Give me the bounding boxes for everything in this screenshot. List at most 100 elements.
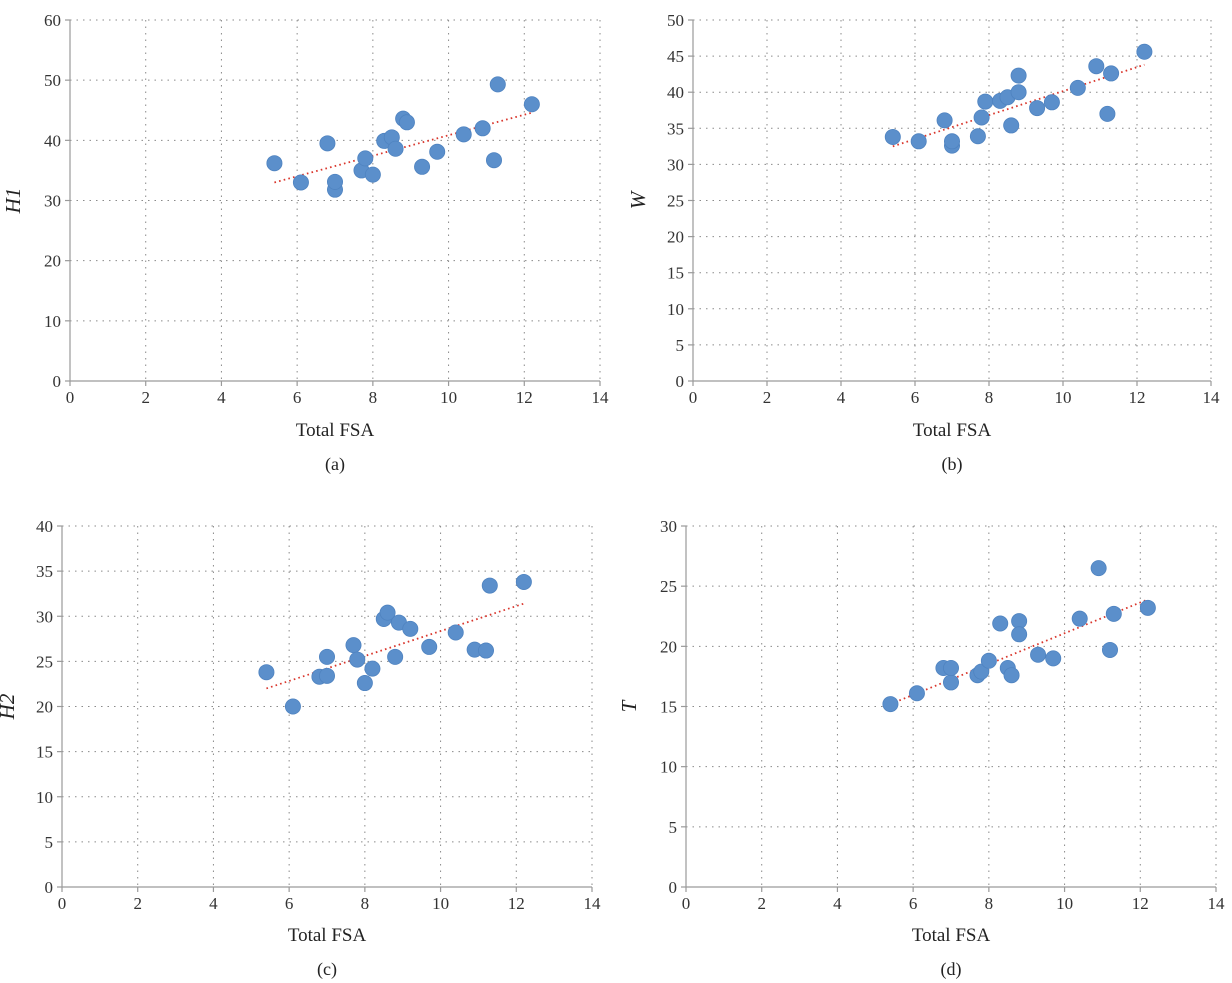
panel-b-x-tick-label: 8 bbox=[985, 388, 994, 407]
panel-d-x-tick-label: 12 bbox=[1132, 894, 1149, 913]
panel-a-x-axis-label: Total FSA bbox=[296, 420, 375, 441]
panel-a-x-tick-label: 8 bbox=[369, 388, 378, 407]
panel-d-data-point bbox=[980, 652, 997, 669]
panel-b-y-tick-label: 30 bbox=[667, 155, 684, 174]
panel-a-y-tick-label: 10 bbox=[44, 312, 61, 331]
panel-b-data-point bbox=[944, 133, 961, 150]
panel-b-data-point bbox=[969, 128, 986, 145]
panel-b-data-point bbox=[1010, 84, 1027, 101]
panel-a-x-tick-label: 0 bbox=[66, 388, 75, 407]
panel-d-data-point bbox=[992, 615, 1009, 632]
panel-c-data-point bbox=[402, 620, 419, 637]
panel-d-x-tick-label: 8 bbox=[985, 894, 994, 913]
panel-a-y-tick-label: 40 bbox=[44, 131, 61, 150]
panel-d-x-tick-label: 14 bbox=[1208, 894, 1226, 913]
panel-d-x-tick-label: 2 bbox=[757, 894, 766, 913]
panel-b-x-tick-label: 6 bbox=[911, 388, 920, 407]
panel-b-y-tick-label: 15 bbox=[667, 264, 684, 283]
panel-a-data-point bbox=[455, 126, 472, 143]
panel-b-y-tick-label: 40 bbox=[667, 83, 684, 102]
panel-a-caption: (a) bbox=[325, 454, 345, 475]
panel-a-data-point bbox=[398, 114, 415, 131]
panel-d-data-point bbox=[1102, 641, 1119, 658]
panel-d-y-tick-label: 5 bbox=[669, 818, 678, 837]
panel-a-data-point bbox=[364, 166, 381, 183]
panel-c-x-tick-label: 0 bbox=[58, 894, 67, 913]
panel-c-data-point bbox=[284, 698, 301, 715]
panel-a-data-point bbox=[429, 143, 446, 160]
panel-a-x-tick-label: 6 bbox=[293, 388, 302, 407]
panel-d-x-tick-label: 10 bbox=[1056, 894, 1073, 913]
panel-b-data-point bbox=[910, 133, 927, 150]
panel-d-y-tick-label: 20 bbox=[660, 637, 677, 656]
panel-d-data-point bbox=[943, 674, 960, 691]
panel-c-x-tick-label: 2 bbox=[133, 894, 142, 913]
panel-b-y-tick-label: 35 bbox=[667, 119, 684, 138]
panel-c-data-point bbox=[345, 637, 362, 654]
panel-d-data-point bbox=[1105, 605, 1122, 622]
panel-b-x-tick-label: 14 bbox=[1203, 388, 1221, 407]
panel-b-data-point bbox=[1003, 117, 1020, 134]
panel-b-data-point bbox=[1103, 65, 1120, 82]
panel-c-y-tick-label: 20 bbox=[36, 698, 53, 717]
panel-d-data-point bbox=[1090, 560, 1107, 577]
panel-b-y-tick-label: 45 bbox=[667, 47, 684, 66]
panel-d-data-point bbox=[908, 685, 925, 702]
panel-b-data-point bbox=[973, 109, 990, 126]
panel-a-x-tick-label: 10 bbox=[440, 388, 457, 407]
panel-b-data-point bbox=[1088, 58, 1105, 75]
panel-d-data-point bbox=[1045, 650, 1062, 667]
panel-c-data-point bbox=[447, 624, 464, 641]
panel-c-data-point bbox=[421, 638, 438, 655]
panel-b-y-tick-label: 0 bbox=[676, 372, 685, 391]
panel-c-data-point bbox=[379, 604, 396, 621]
panel-b-data-point bbox=[1010, 67, 1027, 84]
panel-c-x-axis-label: Total FSA bbox=[288, 925, 367, 946]
panel-c-caption: (c) bbox=[317, 959, 337, 980]
panel-b-data-point bbox=[936, 112, 953, 129]
panel-d-y-tick-label: 10 bbox=[660, 758, 677, 777]
panel-a-data-point bbox=[489, 76, 506, 93]
panel-a-data-point bbox=[326, 173, 343, 190]
panel-d-y-tick-label: 0 bbox=[669, 878, 678, 897]
panel-d-x-tick-label: 4 bbox=[833, 894, 842, 913]
panel-c-y-tick-label: 15 bbox=[36, 743, 53, 762]
panel-c-data-point bbox=[387, 648, 404, 665]
panel-b-data-point bbox=[1136, 43, 1153, 60]
panel-c-trendline bbox=[266, 602, 525, 690]
panel-c-data-point bbox=[364, 660, 381, 677]
panel-b-y-tick-label: 5 bbox=[676, 336, 685, 355]
panel-b-data-point bbox=[1069, 79, 1086, 96]
panel-c-y-axis-label: H2 bbox=[0, 693, 19, 720]
panel-b-x-tick-label: 12 bbox=[1129, 388, 1146, 407]
panel-a-data-point bbox=[523, 96, 540, 113]
panel-d-data-point bbox=[1139, 599, 1156, 616]
panel-c-y-tick-label: 0 bbox=[45, 878, 54, 897]
panel-b-caption: (b) bbox=[942, 454, 963, 475]
panel-a-y-tick-label: 30 bbox=[44, 192, 61, 211]
panel-c-x-tick-label: 14 bbox=[584, 894, 602, 913]
panel-b-y-axis-label: W bbox=[626, 189, 650, 209]
panel-d-data-point bbox=[882, 696, 899, 713]
panel-a-y-tick-label: 50 bbox=[44, 71, 61, 90]
panel-c-y-tick-label: 25 bbox=[36, 652, 53, 671]
panel-c-data-point bbox=[481, 577, 498, 594]
panel-d-x-axis-label: Total FSA bbox=[912, 925, 991, 946]
panel-b-x-tick-label: 2 bbox=[763, 388, 772, 407]
panel-c-x-tick-label: 8 bbox=[361, 894, 370, 913]
panel-a-y-tick-label: 20 bbox=[44, 252, 61, 271]
panel-b-y-tick-label: 25 bbox=[667, 192, 684, 211]
panel-b-y-tick-label: 50 bbox=[667, 11, 684, 30]
panel-c-x-tick-label: 10 bbox=[432, 894, 449, 913]
panel-c-data-point bbox=[318, 667, 335, 684]
panel-a-y-tick-label: 60 bbox=[44, 11, 61, 30]
panel-a-x-tick-label: 14 bbox=[592, 388, 610, 407]
panel-c-y-tick-label: 30 bbox=[36, 607, 53, 626]
panel-a-data-point bbox=[292, 174, 309, 191]
panel-a-data-point bbox=[485, 152, 502, 169]
panel-d-data-point bbox=[1030, 646, 1047, 663]
panel-c-y-tick-label: 35 bbox=[36, 562, 53, 581]
panel-a-data-point bbox=[319, 135, 336, 152]
panel-c-x-tick-label: 12 bbox=[508, 894, 525, 913]
